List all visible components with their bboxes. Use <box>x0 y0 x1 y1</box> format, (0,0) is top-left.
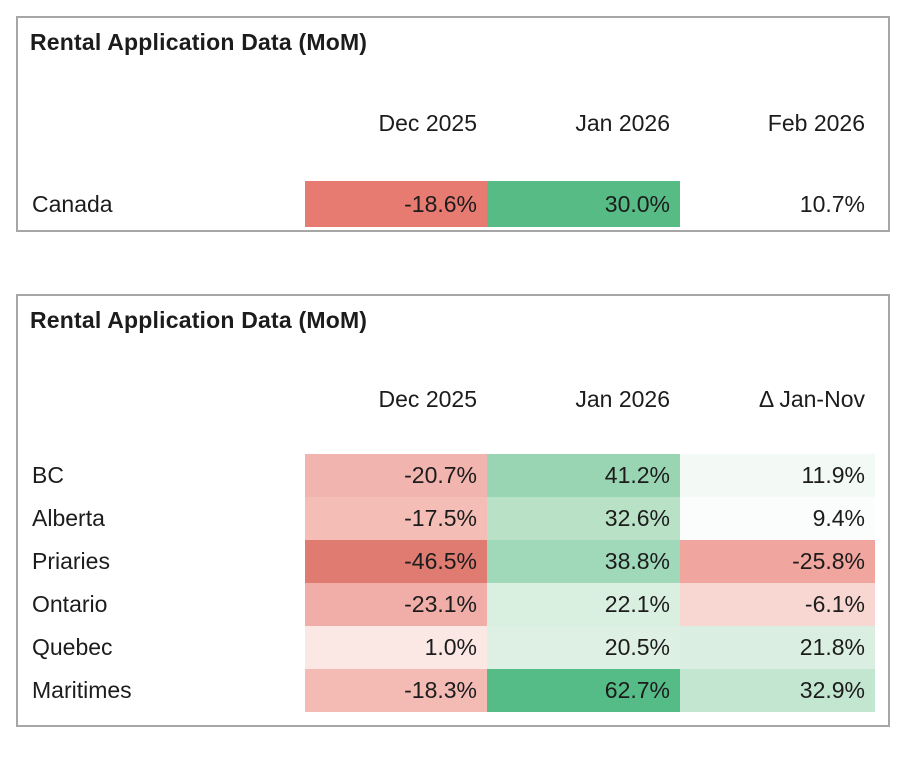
row-label: Priaries <box>32 548 110 574</box>
rental-table-regional: Rental Application Data (MoM) Dec 2025 J… <box>16 294 890 727</box>
data-cell: 38.8% <box>487 540 680 583</box>
table-row-canada: Canada -18.6% 30.0% 10.7% <box>18 181 888 227</box>
data-cell: 1.0% <box>305 626 487 669</box>
column-header-dec-2025: Dec 2025 <box>378 385 477 412</box>
data-cell: 22.1% <box>487 583 680 626</box>
table-title: Rental Application Data (MoM) <box>30 307 368 333</box>
row-label: Quebec <box>32 634 113 660</box>
row-label: Ontario <box>32 591 108 617</box>
data-cell: 10.7% <box>680 181 875 227</box>
table-row-alberta: Alberta -17.5% 32.6% 9.4% <box>18 497 888 540</box>
table-body: Canada -18.6% 30.0% 10.7% <box>18 181 888 227</box>
table-title: Rental Application Data (MoM) <box>30 29 368 55</box>
data-cell: 32.9% <box>680 669 875 712</box>
data-cell: 9.4% <box>680 497 875 540</box>
data-cell: -23.1% <box>305 583 487 626</box>
data-cell: 21.8% <box>680 626 875 669</box>
data-cell: -46.5% <box>305 540 487 583</box>
row-label: Maritimes <box>32 677 132 703</box>
column-header-jan-2026: Jan 2026 <box>575 109 670 136</box>
data-cell: -20.7% <box>305 454 487 497</box>
column-header-delta-jan-nov: Δ Jan-Nov <box>758 385 865 412</box>
column-header-jan-2026: Jan 2026 <box>575 385 670 412</box>
column-header-dec-2025: Dec 2025 <box>378 109 477 136</box>
data-cell: -25.8% <box>680 540 875 583</box>
data-cell: -18.6% <box>305 181 487 227</box>
table-row-quebec: Quebec 1.0% 20.5% 21.8% <box>18 626 888 669</box>
table-body: BC -20.7% 41.2% 11.9% Alberta -17.5% 32.… <box>18 454 888 712</box>
table-row-maritimes: Maritimes -18.3% 62.7% 32.9% <box>18 669 888 712</box>
table-row-ontario: Ontario -23.1% 22.1% -6.1% <box>18 583 888 626</box>
data-cell: -18.3% <box>305 669 487 712</box>
header-row: Dec 2025 Jan 2026 Feb 2026 <box>18 108 888 138</box>
table-row-bc: BC -20.7% 41.2% 11.9% <box>18 454 888 497</box>
column-header-feb-2026: Feb 2026 <box>767 109 865 136</box>
row-label: Alberta <box>32 505 105 531</box>
data-cell: 41.2% <box>487 454 680 497</box>
row-label: BC <box>32 462 64 488</box>
data-cell: 11.9% <box>680 454 875 497</box>
table-row-priaries: Priaries -46.5% 38.8% -25.8% <box>18 540 888 583</box>
header-row: Dec 2025 Jan 2026 Δ Jan-Nov <box>18 384 888 414</box>
rental-table-national: Rental Application Data (MoM) Dec 2025 J… <box>16 16 890 232</box>
data-cell: 20.5% <box>487 626 680 669</box>
data-cell: -6.1% <box>680 583 875 626</box>
row-label: Canada <box>32 190 113 217</box>
data-cell: -17.5% <box>305 497 487 540</box>
data-cell: 32.6% <box>487 497 680 540</box>
data-cell: 62.7% <box>487 669 680 712</box>
data-cell: 30.0% <box>487 181 680 227</box>
